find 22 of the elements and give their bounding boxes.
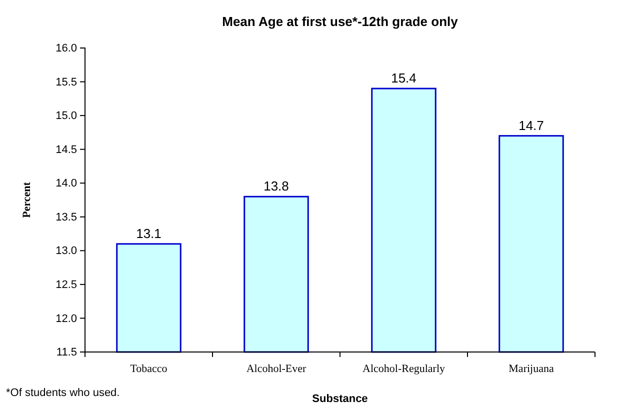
y-tick-label: 14.0: [56, 178, 77, 190]
data-label: 15.4: [391, 70, 416, 86]
y-tick-label: 12.5: [56, 278, 77, 291]
x-tick-label: Alcohol-Regularly: [362, 362, 446, 375]
y-tick-label: 16.0: [56, 42, 77, 55]
y-tick-label: 12.0: [56, 312, 77, 325]
data-label: 13.8: [264, 178, 289, 194]
y-tick-label: 11.5: [56, 346, 77, 359]
y-tick-label: 15.5: [56, 76, 77, 88]
chart-title: Mean Age at first use*-12th grade only: [222, 14, 459, 29]
x-axis-title: Substance: [312, 393, 368, 405]
y-tick-label: 13.5: [56, 211, 77, 224]
y-tick-label: 14.5: [56, 144, 77, 156]
y-tick-label: 15.0: [56, 110, 77, 122]
data-label: 14.7: [518, 118, 544, 133]
y-tick-label: 13.0: [56, 245, 77, 258]
x-tick-label: Tobacco: [130, 362, 168, 375]
y-axis-title: Percent: [21, 182, 33, 218]
x-tick-label: Alcohol-Ever: [246, 362, 307, 375]
x-tick-label: Marijuana: [508, 362, 554, 375]
text: *Of students who used.: [6, 387, 120, 399]
data-label: 13.1: [136, 226, 162, 241]
